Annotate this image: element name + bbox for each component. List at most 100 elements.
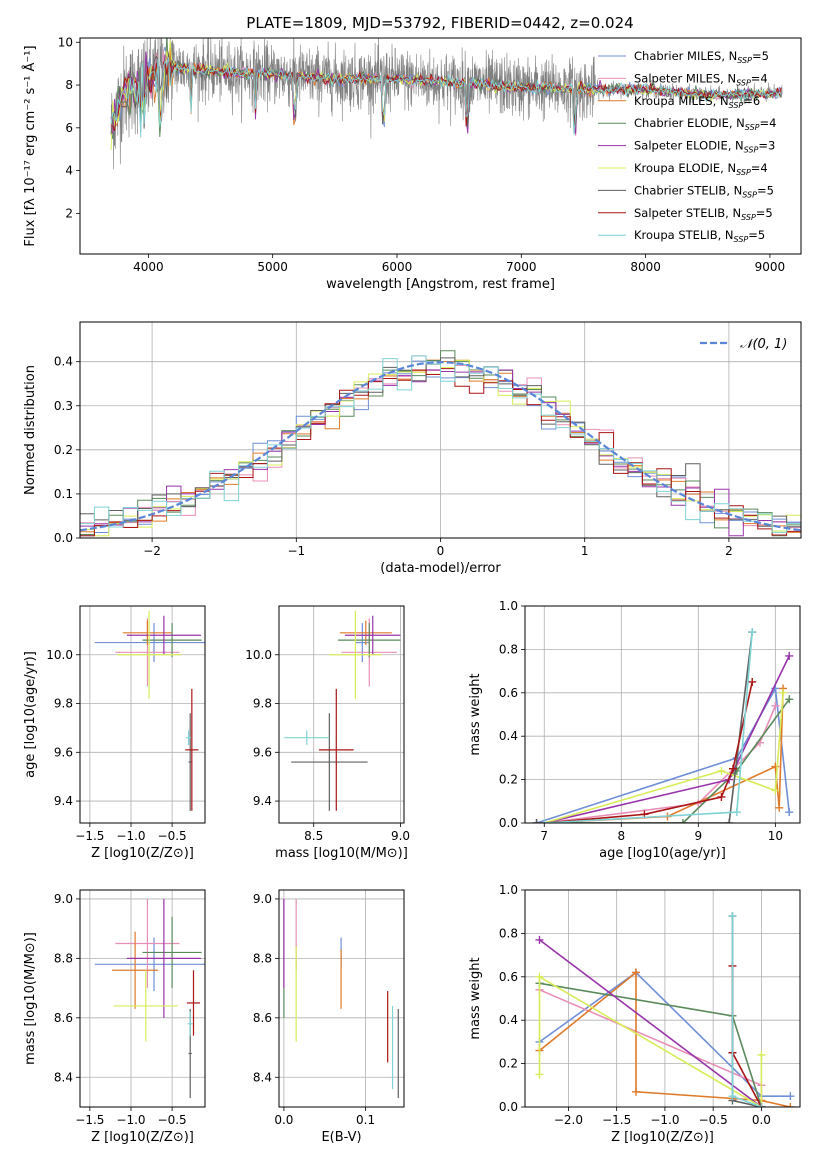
plot-area — [284, 610, 401, 811]
errorbar-point — [185, 688, 199, 811]
plot-area — [94, 610, 205, 811]
ticks: 4000 5000 6000 7000 8000 9000 2 4 6 8 10 — [58, 35, 785, 274]
weight-marker — [771, 786, 780, 795]
panel-Z-weight: −2.0 −1.5 −1.0 −0.5 0.0 0.0 0.2 0.4 0.6 0.8 1.0 Z [… — [468, 883, 801, 1145]
weight-marker — [535, 972, 544, 981]
weight-series-5 — [540, 688, 788, 823]
legend-label: 𝒩(0, 1) — [740, 337, 787, 352]
ticks: 8.5 9.0 9.4 9.6 9.8 10.0 — [245, 648, 410, 843]
x-tick-label: 0.0 — [752, 1113, 771, 1127]
errorbar-point — [126, 615, 201, 655]
weight-series-4 — [540, 651, 794, 823]
y-tick-label: 0.4 — [499, 1013, 518, 1027]
weight-marker — [728, 764, 737, 773]
x-axis-label: Z [log10(Z/Z⊙)] — [91, 1130, 194, 1145]
weight-line — [538, 975, 763, 1107]
plot-area — [535, 912, 795, 1107]
grid — [80, 606, 205, 823]
x-axis-label: Z [log10(Z/Z⊙)] — [611, 1130, 714, 1145]
y-tick-label: 9.0 — [54, 892, 73, 906]
errorbar-point — [112, 931, 159, 1009]
weight-marker — [678, 819, 687, 823]
weight-marker — [757, 1050, 766, 1059]
y-axis-label: mass [log10(M/M⊙)] — [23, 932, 38, 1065]
y-axis-label: mass weight — [468, 957, 483, 1039]
panel-residuals: −2 −1 0 1 2 0.0 0.1 0.2 0.3 0.4 (data-model)/error… — [23, 321, 802, 576]
panel-age-weight: 7 8 9 10 0.0 0.2 0.4 0.6 0.8 1.0 age [log10(age/yr… — [468, 599, 801, 861]
y-tick-label: 8.8 — [253, 951, 272, 965]
y-tick-label: 6 — [65, 121, 73, 135]
x-tick-label: 9 — [694, 829, 702, 843]
x-tick-label: 5000 — [257, 260, 288, 274]
y-tick-label: 9.0 — [253, 892, 272, 906]
panel-ebv-mass: 0.0 0.1 8.4 8.6 8.8 9.0 E(B-V) — [253, 889, 405, 1145]
x-tick-label: 9.0 — [391, 829, 410, 843]
panel-Z-mass: −1.5 −1.0 −0.5 8.4 8.6 8.8 9.0 Z [log10(Z/Z⊙)] m… — [23, 889, 206, 1145]
y-tick-label: 8.4 — [253, 1070, 272, 1084]
y-axis-label: age [log10(age/yr)] — [23, 651, 38, 778]
x-tick-label: 4000 — [133, 260, 164, 274]
y-tick-label: 0.3 — [54, 399, 73, 413]
weight-marker — [532, 819, 541, 823]
x-tick-label: −1.5 — [75, 1113, 104, 1127]
weight-marker — [748, 677, 757, 686]
model-spectrum-8 — [110, 57, 782, 138]
axes-frame — [79, 321, 802, 539]
plot-area — [532, 628, 794, 823]
y-tick-label: 0.6 — [499, 970, 518, 984]
x-tick-label: 7000 — [506, 260, 537, 274]
x-tick-label: −0.5 — [158, 829, 187, 843]
weight-series-3 — [535, 979, 766, 1107]
spectrum-legend: Chabrier MILES, NSSP=5 Salpeter MILES, NS… — [598, 49, 776, 244]
weight-series-5 — [535, 972, 766, 1107]
x-axis-label: E(B-V) — [321, 1130, 361, 1145]
legend-label: Kroupa ELODIE, NSSP=4 — [634, 161, 768, 177]
x-tick-label: 8.5 — [304, 829, 323, 843]
model-spectrum-7 — [110, 59, 782, 132]
weight-series-2 — [540, 684, 788, 823]
weight-marker — [775, 803, 784, 812]
legend-label: Salpeter ELODIE, NSSP=3 — [634, 139, 775, 155]
y-tick-label: 9.4 — [253, 794, 272, 808]
x-tick-label: 8000 — [630, 260, 661, 274]
x-tick-label: 9000 — [755, 260, 786, 274]
x-axis-label: mass [log10(M/M⊙)] — [275, 846, 408, 861]
y-tick-label: 0.0 — [499, 1100, 518, 1114]
errorbar-point — [122, 620, 173, 646]
axes-frame — [278, 889, 405, 1108]
errorbar-point — [329, 610, 382, 699]
x-tick-label: 8 — [617, 829, 625, 843]
ticks: 0.0 0.1 8.4 8.6 8.8 9.0 — [253, 892, 375, 1127]
weight-marker — [535, 935, 544, 944]
y-tick-label: 9.6 — [253, 745, 272, 759]
x-tick-label: 0.1 — [356, 1113, 375, 1127]
plot-area — [94, 898, 205, 1099]
ticks: −2.0 −1.5 −1.0 −0.5 0.0 0.0 0.2 0.4 0.6 0.8 1.0 — [499, 883, 771, 1127]
y-tick-label: 0.0 — [54, 531, 73, 545]
legend-label: Salpeter MILES, NSSP=4 — [634, 71, 768, 87]
x-tick-label: −0.5 — [699, 1113, 728, 1127]
weight-marker — [779, 688, 788, 697]
errorbar-point — [142, 623, 202, 658]
plot-area — [110, 38, 783, 170]
x-tick-label: 1 — [581, 544, 589, 558]
y-tick-label: 8 — [65, 78, 73, 92]
weight-line — [539, 989, 763, 1107]
y-tick-label: 0.4 — [54, 355, 73, 369]
panel-mass-age: 8.5 9.0 9.4 9.6 9.8 10.0 mass [log10(M/M⊙)] — [245, 605, 410, 861]
weight-line — [539, 982, 763, 1107]
weight-marker — [785, 695, 794, 704]
y-tick-label: 0.4 — [499, 729, 518, 743]
weight-marker — [728, 1092, 737, 1101]
y-tick-label: 8.6 — [253, 1011, 272, 1025]
weight-line — [539, 971, 791, 1097]
figure-title: PLATE=1809, MJD=53792, FIBERID=0442, z=0… — [246, 14, 633, 32]
grid — [279, 606, 404, 823]
weight-marker — [757, 1103, 766, 1107]
y-tick-label: 9.8 — [54, 697, 73, 711]
y-tick-label: 8.4 — [54, 1070, 73, 1084]
errorbar-point — [186, 730, 192, 745]
errorbar-point — [339, 620, 392, 646]
weight-series-8 — [540, 628, 757, 823]
errorbar-point — [94, 937, 205, 992]
